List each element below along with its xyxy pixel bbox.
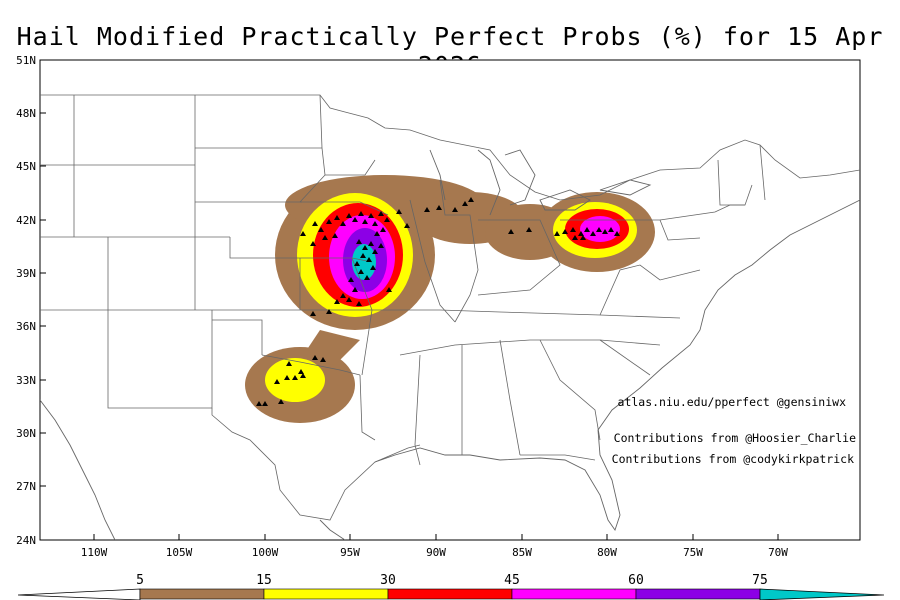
lat-tick-label: 51N: [16, 54, 36, 67]
colorbar-bin-30: [387, 588, 513, 600]
lon-tick-label: 80W: [597, 546, 617, 559]
latitude-axis: 51N 48N 45N 42N 39N 36N 33N 30N 27N 24N: [16, 54, 46, 547]
colorbar-bin-60: [635, 588, 761, 600]
colorbar-bin-5: [139, 588, 265, 600]
lon-tick-label: 105W: [166, 546, 193, 559]
lon-tick-label: 95W: [340, 546, 360, 559]
lon-tick-label: 85W: [512, 546, 532, 559]
colorbar-label: 60: [628, 573, 644, 588]
credit-site: atlas.niu.edu/pperfect @gensiniwx: [618, 395, 847, 409]
lat-tick-label: 45N: [16, 160, 36, 173]
colorbar-low-arrow: [17, 588, 141, 600]
colorbar-label: 45: [504, 573, 520, 588]
colorbar-label: 75: [752, 573, 768, 588]
lon-tick-label: 100W: [252, 546, 279, 559]
colorbar-label: 30: [380, 573, 396, 588]
lon-tick-label: 75W: [683, 546, 703, 559]
map-frame: [39, 59, 861, 541]
probability-contours: [245, 175, 655, 423]
hail-report-markers: [256, 197, 620, 406]
colorbar-label: 5: [136, 573, 144, 588]
lat-tick-label: 42N: [16, 214, 36, 227]
lat-tick-label: 33N: [16, 374, 36, 387]
lat-tick-label: 48N: [16, 107, 36, 120]
colorbar: 5 15 30 45 60 75: [17, 573, 885, 600]
coastlines: [40, 149, 860, 540]
credit-contrib-1: Contributions from @Hoosier_Charlie: [614, 431, 856, 445]
colorbar-bin-15: [263, 588, 389, 600]
contour-75-percent: [352, 244, 376, 280]
lon-tick-label: 90W: [426, 546, 446, 559]
lat-tick-label: 36N: [16, 320, 36, 333]
colorbar-label: 15: [256, 573, 272, 588]
lon-tick-label: 70W: [768, 546, 788, 559]
state-boundaries: [40, 94, 860, 521]
colorbar-bin-45: [511, 588, 637, 600]
lat-tick-label: 39N: [16, 267, 36, 280]
credit-contrib-2: Contributions from @codykirkpatrick: [612, 452, 854, 466]
lon-tick-label: 110W: [81, 546, 108, 559]
longitude-axis: 110W 105W 100W 95W 90W 85W 80W 75W 70W: [81, 534, 788, 559]
lat-tick-label: 24N: [16, 534, 36, 547]
lat-tick-label: 30N: [16, 427, 36, 440]
colorbar-bin-75: [759, 588, 885, 600]
lat-tick-label: 27N: [16, 480, 36, 493]
